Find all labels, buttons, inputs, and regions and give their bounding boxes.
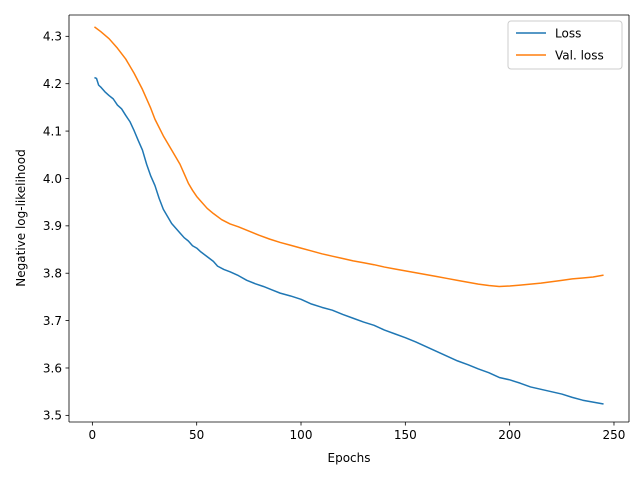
- legend-label-val-loss: Val. loss: [555, 49, 604, 63]
- y-tick-label: 4.1: [43, 124, 62, 138]
- legend-label-loss: Loss: [555, 27, 581, 41]
- x-axis-label: Epochs: [328, 451, 371, 465]
- y-axis-ticks: 3.5 3.6 3.7 3.8 3.9 4.0 4.1 4.2 4.3: [43, 30, 69, 423]
- x-tick-label: 50: [189, 428, 204, 442]
- legend: Loss Val. loss: [507, 20, 623, 70]
- x-tick-label: 0: [89, 428, 97, 442]
- series-line-val-loss: [93, 26, 604, 288]
- x-tick-label: 150: [394, 428, 417, 442]
- x-tick-label: 100: [290, 428, 313, 442]
- y-tick-label: 4.3: [43, 30, 62, 44]
- y-tick-label: 3.7: [43, 314, 62, 328]
- y-tick-label: 3.8: [43, 267, 62, 281]
- y-axis-label: Negative log-likelihood: [14, 149, 28, 286]
- y-tick-label: 3.6: [43, 361, 62, 375]
- x-tick-label: 250: [603, 428, 626, 442]
- series-line-loss: [94, 76, 604, 405]
- axes-frame: [68, 14, 630, 423]
- y-tick-label: 3.5: [43, 409, 62, 423]
- series-layer: [93, 26, 604, 405]
- y-tick-label: 3.9: [43, 219, 62, 233]
- y-tick-label: 4.0: [43, 172, 62, 186]
- x-axis-ticks: 0 50 100 150 200 250: [89, 422, 626, 442]
- x-tick-label: 200: [498, 428, 521, 442]
- y-tick-label: 4.2: [43, 77, 62, 91]
- plot-area: [69, 15, 629, 422]
